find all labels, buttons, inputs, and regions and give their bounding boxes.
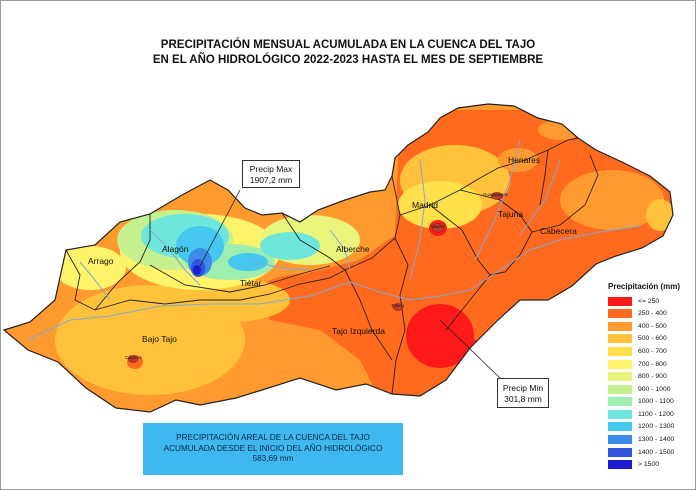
- legend-swatch: [608, 334, 632, 344]
- legend-label: 1100 - 1200: [638, 410, 674, 418]
- legend-swatch: [608, 422, 632, 432]
- label-tietar: Tiétar: [240, 278, 262, 288]
- legend-label: 1300 - 1400: [638, 436, 675, 444]
- city-madrid-label: Madrid: [431, 224, 445, 229]
- legend-swatch: [608, 296, 632, 306]
- legend-swatch: [608, 372, 632, 382]
- map-title-line-2: EN EL AÑO HIDROLÓGICO 2022-2023 HASTA EL…: [152, 54, 544, 66]
- callout-min: Precip Min 301,8 mm: [497, 378, 549, 408]
- city-caceres-marker: [127, 355, 139, 363]
- legend: Precipitación (mm) <= 250 250 - 400 400 - …: [608, 282, 680, 472]
- legend-item: > 1500: [608, 460, 680, 470]
- label-alberche: Alberche: [336, 244, 370, 254]
- city-toledo: Toledo: [391, 303, 405, 311]
- callout-max-label: Precip Max: [249, 164, 293, 174]
- label-alagon: Alagón: [162, 244, 189, 254]
- legend-label: 900 - 1000: [638, 385, 671, 393]
- callout-min-value: 301,8 mm: [504, 394, 542, 404]
- legend-item: 1000 - 1100: [608, 397, 680, 407]
- map-title-line-1: PRECIPITACIÓN MENSUAL ACUMULADA EN LA CU…: [160, 39, 536, 51]
- areal-value: 583,69 mm: [252, 454, 294, 464]
- label-henares: Henares: [508, 155, 540, 165]
- legend-label: 400 - 500: [638, 322, 667, 330]
- label-tajuna: Tajuña: [498, 209, 523, 219]
- legend-item: 250 - 400: [608, 309, 680, 319]
- basin-outline: [2, 103, 674, 413]
- city-toledo-marker: [392, 303, 404, 311]
- legend-swatch: [608, 460, 632, 470]
- legend-swatch: [608, 397, 632, 407]
- legend-label: 1200 - 1300: [638, 423, 675, 431]
- legend-label: 1000 - 1100: [638, 398, 674, 406]
- legend-item: 700 - 800: [608, 359, 680, 369]
- areal-line-2: ACUMULADA DESDE EL INICIO DEL AÑO HIDROL…: [163, 443, 383, 453]
- city-guadalajara-label: Guadalajara: [483, 192, 508, 197]
- city-guadalajara: Guadalajara: [483, 192, 508, 200]
- city-guadalajara-marker: [490, 192, 504, 200]
- label-madrid: Madrid: [412, 200, 438, 210]
- max-leader-line: [199, 189, 241, 267]
- label-arrago: Arrago: [88, 256, 114, 266]
- legend-label: 250 - 400: [638, 310, 667, 318]
- legend-label: 800 - 900: [638, 373, 667, 381]
- legend-swatch: [608, 447, 632, 457]
- legend-item: <= 250: [608, 296, 680, 306]
- city-toledo-label: Toledo: [391, 303, 405, 308]
- legend-item: 400 - 500: [608, 321, 680, 331]
- label-cabecera: Cabecera: [540, 226, 577, 236]
- label-tajo-izquierda: Tajo Izquierda: [332, 326, 385, 336]
- legend-swatch: [608, 347, 632, 356]
- precipitation-field: [4, 104, 673, 412]
- rivers: [27, 139, 641, 341]
- label-bajo-tajo: Bajo Tajo: [142, 334, 177, 344]
- legend-swatch: [608, 384, 632, 394]
- city-caceres: Cáceres: [125, 355, 143, 363]
- legend-swatch: [608, 309, 632, 319]
- legend-item: 1200 - 1300: [608, 422, 680, 432]
- legend-item: 900 - 1000: [608, 384, 680, 394]
- legend-item: 600 - 700: [608, 346, 680, 356]
- legend-item: 1400 - 1500: [608, 447, 680, 457]
- legend-rows: <= 250 250 - 400 400 - 500 500 - 600 600 - 7…: [608, 296, 680, 470]
- legend-swatch: [608, 409, 632, 419]
- legend-item: 500 - 600: [608, 334, 680, 344]
- areal-line-1: PRECIPITACIÓN AREAL DE LA CUENCA DEL TAJ…: [176, 433, 370, 443]
- map-title: PRECIPITACIÓN MENSUAL ACUMULADA EN LA CU…: [0, 38, 696, 68]
- city-madrid: Madrid: [431, 223, 445, 233]
- legend-label: 600 - 700: [638, 348, 667, 355]
- legend-title: Precipitación (mm): [608, 282, 681, 291]
- min-leader-line: [439, 319, 501, 379]
- city-madrid-marker: [431, 223, 445, 233]
- legend-swatch: [608, 435, 632, 445]
- legend-item: 800 - 900: [608, 371, 680, 382]
- legend-item: 1300 - 1400: [608, 434, 680, 445]
- legend-label: > 1500: [638, 461, 659, 469]
- callout-max-value: 1907,2 mm: [249, 175, 293, 185]
- legend-label: <= 250: [638, 297, 660, 305]
- legend-swatch: [608, 359, 632, 369]
- legend-label: 500 - 600: [638, 335, 667, 343]
- callout-min-label: Precip Min: [502, 383, 544, 393]
- legend-item: 1100 - 1200: [608, 409, 680, 419]
- legend-label: 1400 - 1500: [638, 448, 675, 456]
- areal-precipitation-box: PRECIPITACIÓN AREAL DE LA CUENCA DEL TAJ…: [143, 423, 403, 475]
- callout-max: Precip Max 1907,2 mm: [242, 160, 300, 188]
- legend-swatch: [608, 321, 632, 331]
- subbasin-boundaries: [65, 137, 599, 395]
- legend-label: 700 - 800: [638, 360, 667, 368]
- city-caceres-label: Cáceres: [125, 355, 143, 360]
